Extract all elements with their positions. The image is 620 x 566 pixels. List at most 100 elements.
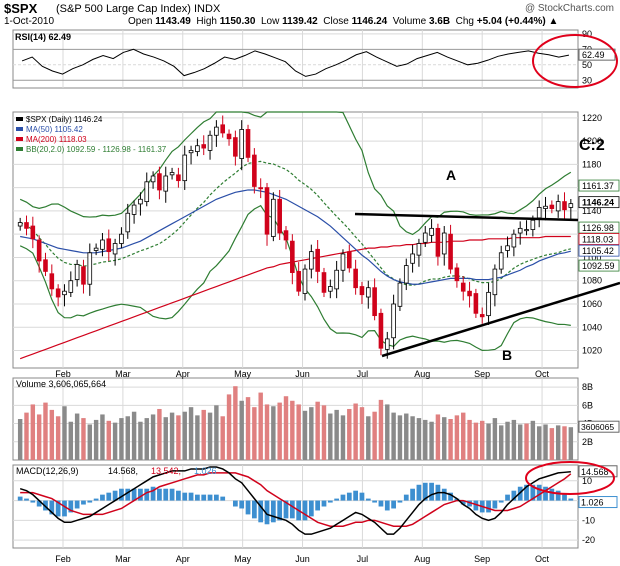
candle-body	[391, 303, 396, 339]
candle-body	[562, 201, 567, 211]
close-value: 1146.24	[351, 16, 388, 27]
low-label: Low	[260, 16, 280, 27]
chg-up-arrow-icon: ▲	[548, 16, 559, 27]
volume-bar	[397, 415, 403, 460]
candle-body	[93, 247, 99, 251]
price-y-tick-label: 1180	[582, 159, 601, 169]
volume-bar	[530, 420, 536, 460]
price-y-tick-label: 1060	[582, 299, 602, 309]
volume-bar	[385, 404, 390, 460]
volume-bar	[150, 414, 156, 460]
macd-histogram-bar	[106, 492, 112, 501]
volume-bar	[36, 414, 42, 460]
bollinger-upper-band	[19, 111, 572, 236]
candle-body	[340, 253, 346, 271]
macd-x-tick-label: Feb	[55, 554, 71, 564]
volume-bar	[112, 422, 118, 460]
volume-bar	[106, 420, 111, 460]
volume-bar	[435, 414, 441, 460]
candle-body	[201, 144, 207, 149]
volume-bar	[309, 407, 314, 460]
candle-body	[49, 273, 55, 290]
candle-body	[17, 222, 23, 227]
candle-body	[473, 293, 479, 314]
price-y-tick-label: 1200	[582, 136, 602, 146]
candle-body	[169, 172, 175, 176]
macd-histogram-bar	[245, 500, 251, 515]
candle-body	[448, 233, 453, 270]
candle-body	[106, 238, 112, 253]
candle-body	[264, 187, 270, 235]
macd-histogram-bar	[365, 498, 371, 501]
macd-last-value-label: 14.568	[581, 467, 609, 477]
macd-histogram-bar	[163, 488, 169, 501]
volume-bar	[264, 404, 270, 460]
macd-histogram-bar	[505, 494, 510, 501]
volume-bar	[87, 424, 93, 460]
candle-body	[207, 134, 213, 151]
macd-histogram-bar	[403, 494, 409, 501]
volume-bar	[55, 416, 61, 460]
volume-bar	[93, 419, 99, 460]
volume-bar	[353, 403, 358, 460]
macd-y-tick-label: 10	[582, 476, 592, 486]
volume-bar	[277, 402, 282, 460]
rsi-last-value-label: 62.49	[582, 50, 605, 60]
ticker-symbol: $SPX	[4, 1, 38, 16]
volume-bar	[68, 421, 74, 460]
volume-bar	[372, 411, 377, 460]
price-x-tick-label: May	[234, 369, 252, 379]
price-x-tick-label: Mar	[115, 369, 131, 379]
candle-body	[68, 280, 74, 293]
candle-body	[252, 154, 257, 187]
volume-bar	[315, 401, 320, 460]
volume-bar	[252, 407, 257, 460]
site-credit[interactable]: @ StockCharts.com	[524, 3, 614, 14]
price-value-label: 1092.59	[582, 261, 615, 271]
volume-bar	[328, 413, 333, 460]
volume-bar	[220, 416, 225, 460]
volume-bar	[568, 427, 574, 460]
macd-histogram-bar	[378, 500, 384, 507]
price-value-box	[578, 233, 620, 245]
candle-body	[74, 264, 80, 280]
price-legend-swatch	[16, 137, 23, 141]
macd-histogram-bar	[289, 500, 295, 519]
candle-body	[214, 126, 219, 136]
candle-body	[549, 204, 555, 209]
volume-bar	[271, 406, 276, 460]
volume-bar	[239, 400, 244, 460]
macd-histogram-bar	[24, 498, 29, 501]
volume-bar	[119, 418, 124, 460]
macd-histogram-bar	[36, 500, 42, 507]
macd-x-tick-label: Jul	[357, 554, 369, 564]
macd-histogram-bar	[176, 490, 181, 501]
price-value-label: 1126.98	[582, 223, 614, 233]
price-x-tick-label: Jun	[295, 369, 310, 379]
candle-body	[258, 187, 263, 190]
macd-hist-value-box	[578, 496, 618, 509]
volume-bar	[233, 386, 238, 460]
candle-body	[359, 286, 365, 296]
volume-bar	[125, 416, 130, 460]
annotation-c2: C:2	[579, 137, 605, 154]
macd-histogram-bar	[549, 488, 555, 501]
candle-body	[328, 286, 333, 292]
candle-body	[233, 137, 238, 157]
price-y-tick-label: 1140	[582, 206, 601, 216]
volume-bar	[391, 412, 396, 460]
macd-histogram-bar	[467, 500, 472, 507]
macd-histogram-bar	[207, 494, 213, 501]
price-value-label: 1161.37	[582, 181, 614, 191]
candle-body	[163, 175, 169, 192]
macd-histogram-bar	[334, 498, 340, 501]
macd-legend-histogram: 1.026	[194, 466, 217, 476]
volume-y-tick-label: 6B	[582, 400, 593, 410]
macd-histogram-bar	[460, 500, 466, 505]
volume-bar	[517, 424, 523, 460]
volume-bar	[378, 399, 384, 460]
volume-bar	[416, 418, 422, 460]
candle-body	[24, 222, 29, 229]
price-y-tick-label: 1020	[582, 346, 602, 356]
candle-body	[220, 124, 226, 134]
